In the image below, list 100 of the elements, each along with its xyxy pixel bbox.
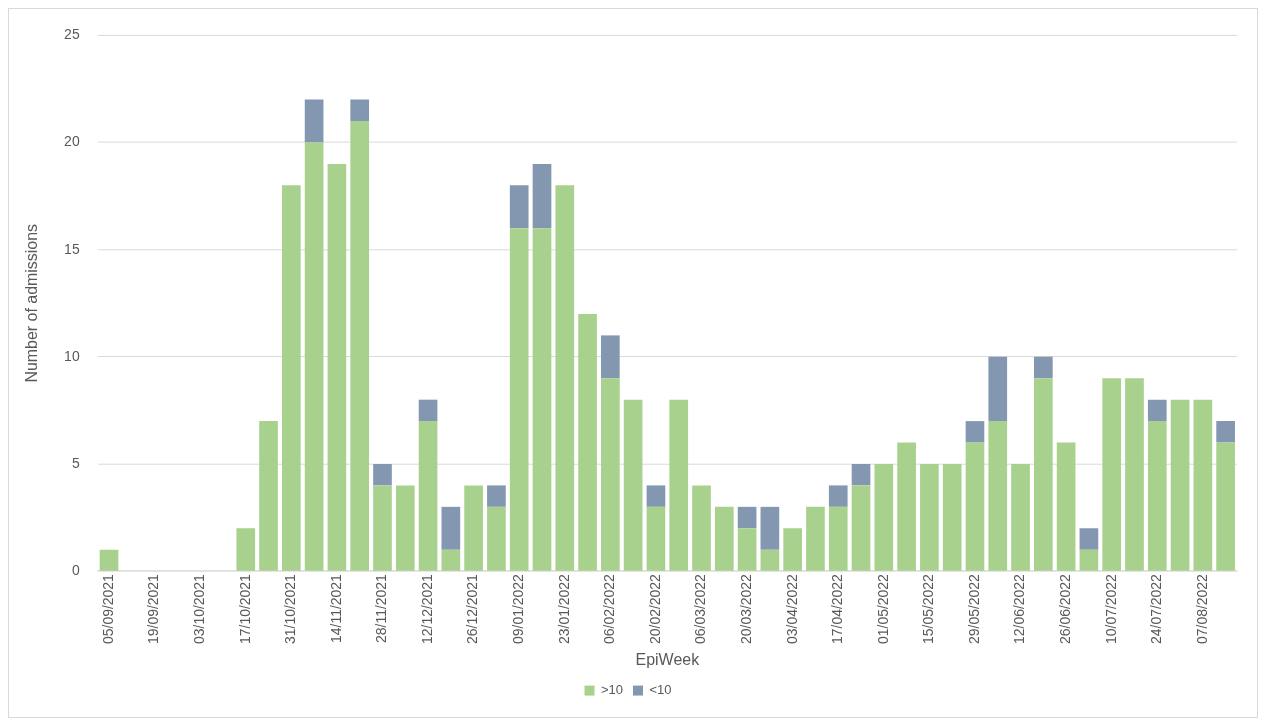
bar bbox=[623, 399, 643, 571]
bar bbox=[737, 528, 757, 571]
x-tick-label: 23/01/2022 bbox=[555, 573, 572, 644]
bar bbox=[373, 463, 392, 486]
y-tick-label: 10 bbox=[64, 347, 80, 364]
bar bbox=[965, 421, 985, 443]
bar bbox=[851, 485, 871, 571]
bar bbox=[988, 356, 1008, 422]
y-tick-label: 25 bbox=[64, 26, 80, 43]
bar bbox=[1079, 528, 1099, 550]
x-tick-label: 28/11/2021 bbox=[373, 573, 390, 643]
bar bbox=[259, 421, 278, 571]
y-tick-label: 20 bbox=[64, 133, 80, 150]
x-tick-label: 17/04/2022 bbox=[829, 573, 846, 644]
bar bbox=[555, 185, 575, 571]
y-tick-label: 15 bbox=[64, 240, 80, 257]
bar bbox=[920, 463, 939, 571]
bar bbox=[1056, 442, 1076, 571]
x-tick-label: 26/12/2021 bbox=[464, 573, 481, 644]
bar bbox=[441, 549, 461, 571]
bar bbox=[532, 228, 552, 571]
bar bbox=[418, 421, 438, 571]
x-tick-label: 12/12/2021 bbox=[418, 573, 435, 644]
bar bbox=[373, 485, 392, 571]
x-tick-label: 20/02/2022 bbox=[646, 573, 663, 644]
x-axis-title: EpiWeek bbox=[635, 650, 700, 668]
bar bbox=[828, 485, 848, 507]
bar bbox=[1147, 399, 1167, 422]
bar bbox=[669, 399, 689, 571]
bar bbox=[1033, 378, 1053, 571]
bar bbox=[874, 463, 894, 571]
bar bbox=[601, 378, 620, 571]
bar bbox=[806, 506, 825, 571]
bar bbox=[1033, 356, 1053, 379]
bar bbox=[760, 506, 780, 550]
bar bbox=[1170, 399, 1190, 571]
bar bbox=[692, 485, 711, 571]
bar bbox=[737, 506, 757, 529]
bar bbox=[1216, 442, 1235, 571]
bar bbox=[487, 506, 506, 571]
x-tick-label: 29/05/2022 bbox=[965, 573, 982, 644]
bar bbox=[418, 399, 438, 422]
bar bbox=[942, 463, 962, 571]
bar bbox=[965, 442, 985, 571]
bar bbox=[99, 549, 119, 571]
bar bbox=[236, 528, 256, 571]
x-tick-label: 14/11/2021 bbox=[327, 573, 344, 643]
bar bbox=[601, 335, 620, 379]
x-tick-label: 31/10/2021 bbox=[282, 573, 299, 644]
y-axis-title: Number of admissions bbox=[22, 223, 40, 383]
bar bbox=[1216, 421, 1235, 443]
bar bbox=[1102, 378, 1122, 571]
bar bbox=[897, 442, 916, 571]
bar bbox=[350, 99, 370, 122]
x-tick-label: 26/06/2022 bbox=[1056, 573, 1073, 644]
bar bbox=[714, 506, 734, 571]
legend-label: >10 bbox=[601, 682, 624, 698]
x-tick-label: 17/10/2021 bbox=[236, 573, 253, 644]
bar bbox=[1147, 421, 1167, 571]
bar bbox=[532, 163, 552, 229]
bar bbox=[1193, 399, 1213, 571]
x-tick-label: 09/01/2022 bbox=[510, 573, 527, 644]
x-tick-label: 10/07/2022 bbox=[1102, 573, 1119, 644]
x-tick-label: 15/05/2022 bbox=[920, 573, 937, 644]
bar bbox=[350, 121, 370, 571]
x-tick-label: 07/08/2022 bbox=[1193, 573, 1210, 644]
bar bbox=[281, 185, 301, 571]
bar bbox=[509, 185, 529, 229]
x-tick-label: 12/06/2022 bbox=[1011, 573, 1028, 644]
bar bbox=[464, 485, 483, 571]
bar bbox=[760, 549, 780, 571]
bar bbox=[1079, 549, 1099, 571]
bar bbox=[646, 485, 666, 507]
x-tick-label: 03/04/2022 bbox=[783, 573, 800, 644]
bar bbox=[1125, 378, 1144, 571]
y-tick-label: 0 bbox=[71, 562, 80, 578]
bar bbox=[509, 228, 529, 571]
bar bbox=[578, 313, 597, 571]
y-tick-label: 5 bbox=[71, 454, 80, 471]
x-tick-label: 24/07/2022 bbox=[1148, 573, 1165, 644]
bar bbox=[783, 528, 803, 571]
bar bbox=[441, 506, 461, 550]
bar bbox=[988, 421, 1008, 571]
x-tick-label: 06/02/2022 bbox=[601, 573, 618, 644]
bar bbox=[327, 163, 347, 571]
x-tick-label: 20/03/2022 bbox=[737, 573, 754, 644]
bar bbox=[1011, 463, 1030, 571]
legend-label: <10 bbox=[649, 682, 672, 698]
bar bbox=[487, 485, 506, 507]
x-tick-label: 06/03/2022 bbox=[692, 573, 709, 644]
x-tick-label: 05/09/2021 bbox=[99, 573, 116, 644]
x-tick-label: 03/10/2021 bbox=[191, 573, 208, 644]
bar bbox=[828, 506, 848, 571]
bar bbox=[646, 506, 666, 571]
bar bbox=[851, 463, 871, 486]
bar bbox=[304, 142, 324, 571]
x-tick-label: 19/09/2021 bbox=[145, 573, 162, 644]
x-tick-label: 01/05/2022 bbox=[874, 573, 891, 644]
bar bbox=[395, 485, 415, 571]
bar bbox=[304, 99, 324, 143]
